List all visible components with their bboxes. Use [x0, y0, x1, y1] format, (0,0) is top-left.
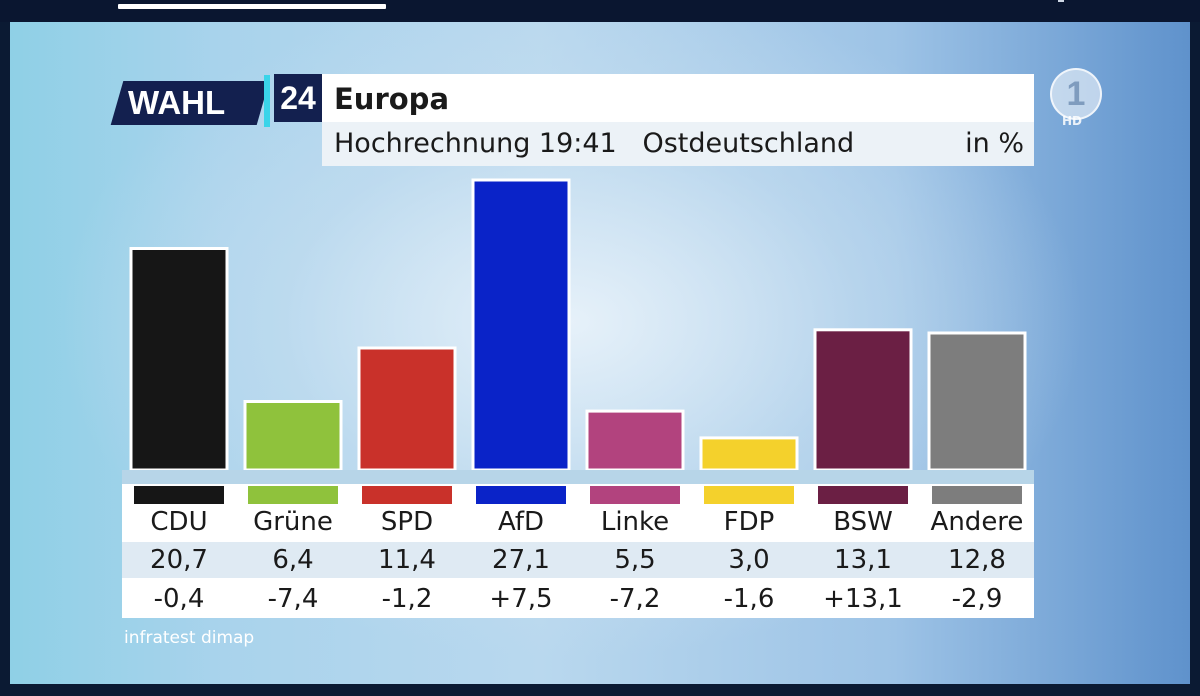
logo-divider [264, 75, 270, 127]
values-row-stripe [122, 542, 1034, 578]
party-label-spd: SPD [380, 507, 434, 537]
party-label-grüne: Grüne [253, 507, 333, 537]
bar-afd [471, 178, 571, 472]
value-label-fdp: 3,0 [728, 545, 770, 575]
diff-label-afd: +7,5 [489, 584, 553, 614]
diff-label-cdu: -0,4 [153, 584, 205, 614]
bar-linke [585, 409, 685, 472]
color-strip-afd [476, 486, 566, 504]
progress-bar[interactable] [118, 4, 386, 9]
value-label-spd: 11,4 [378, 545, 436, 575]
diff-label-grüne: -7,4 [267, 584, 319, 614]
bar-bsw [813, 328, 913, 472]
chart-subtitle: Hochrechnung 19:41 Ostdeutschland [334, 122, 854, 166]
diff-label-spd: -1,2 [381, 584, 433, 614]
subtitle-region: Ostdeutschland [642, 128, 855, 159]
color-strip-cdu [134, 486, 224, 504]
party-label-cdu: CDU [150, 507, 208, 537]
color-strip-linke [590, 486, 680, 504]
party-label-afd: AfD [497, 507, 545, 537]
diff-label-bsw: +13,1 [823, 584, 903, 614]
bar-grüne [243, 400, 343, 472]
top-marker [1058, 0, 1064, 2]
bar-cdu [129, 247, 229, 472]
color-strip-spd [362, 486, 452, 504]
value-label-grüne: 6,4 [272, 545, 314, 575]
bar-spd [357, 346, 457, 472]
ard-logo-icon [1050, 68, 1102, 120]
color-strip-bsw [818, 486, 908, 504]
party-label-bsw: BSW [833, 507, 893, 537]
subtitle-time: Hochrechnung 19:41 [334, 128, 617, 159]
value-label-linke: 5,5 [614, 545, 656, 575]
value-label-cdu: 20,7 [150, 545, 208, 575]
wahl-logo-number: 24 [274, 74, 322, 122]
ard-logo-numeral: 1 [1066, 75, 1086, 113]
title-box [322, 74, 1034, 122]
party-label-andere: Andere [930, 507, 1024, 537]
unit-label: in % [965, 128, 1024, 159]
chart-baseline [122, 470, 1034, 484]
value-label-andere: 12,8 [948, 545, 1006, 575]
bar-andere [927, 331, 1027, 472]
value-label-bsw: 13,1 [834, 545, 892, 575]
diff-label-fdp: -1,6 [723, 584, 775, 614]
wahl-logo-text: WAHL [128, 84, 226, 121]
source-label: infratest dimap [124, 628, 255, 648]
color-strip-fdp [704, 486, 794, 504]
party-label-linke: Linke [600, 507, 670, 537]
diff-label-andere: -2,9 [951, 584, 1003, 614]
chart-title: Europa [334, 82, 450, 116]
value-label-afd: 27,1 [492, 545, 550, 575]
diff-label-linke: -7,2 [609, 584, 661, 614]
color-strip-grüne [248, 486, 338, 504]
party-label-fdp: FDP [723, 507, 775, 537]
hd-label: HD [1062, 114, 1083, 128]
bar-fdp [699, 436, 799, 472]
color-strip-andere [932, 486, 1022, 504]
subtitle-box [322, 122, 1034, 166]
